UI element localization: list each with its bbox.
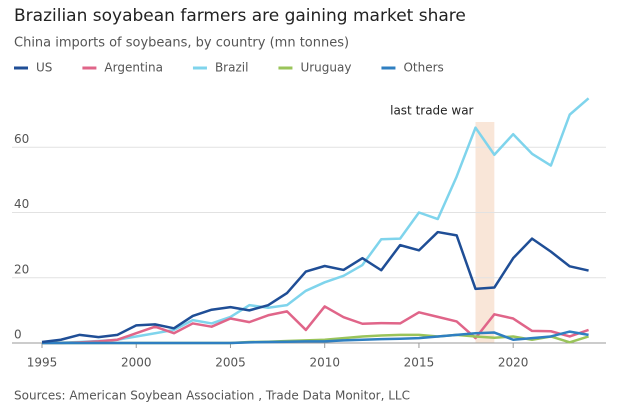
x-tick-label: 1995 [27, 356, 58, 370]
legend-label: US [36, 61, 52, 75]
x-tick-label: 2015 [404, 356, 435, 370]
series-line [41, 97, 590, 345]
legend-label: Argentina [104, 61, 163, 75]
shaded-band [475, 122, 495, 343]
y-tick-label: 40 [14, 197, 29, 211]
y-tick-label: 0 [14, 328, 22, 342]
series-line [42, 330, 589, 345]
x-tick-label: 2005 [215, 356, 246, 370]
legend-label: Others [403, 61, 443, 75]
series-line [42, 305, 589, 345]
y-tick-label: 60 [14, 132, 29, 146]
annotation: last trade war [390, 104, 473, 118]
chart-subtitle: China imports of soybeans, by country (m… [14, 36, 349, 51]
source: Sources: American Soybean Association , … [14, 389, 410, 403]
x-tick-label: 2000 [121, 356, 152, 370]
series-line [41, 230, 589, 344]
legend-label: Brazil [215, 61, 249, 75]
y-tick-label: 20 [14, 262, 29, 276]
x-tick-label: 2020 [498, 356, 529, 370]
x-tick-label: 2010 [309, 356, 340, 370]
legend-label: Uruguay [300, 61, 351, 75]
chart-title: Brazilian soyabean farmers are gaining m… [14, 6, 466, 26]
